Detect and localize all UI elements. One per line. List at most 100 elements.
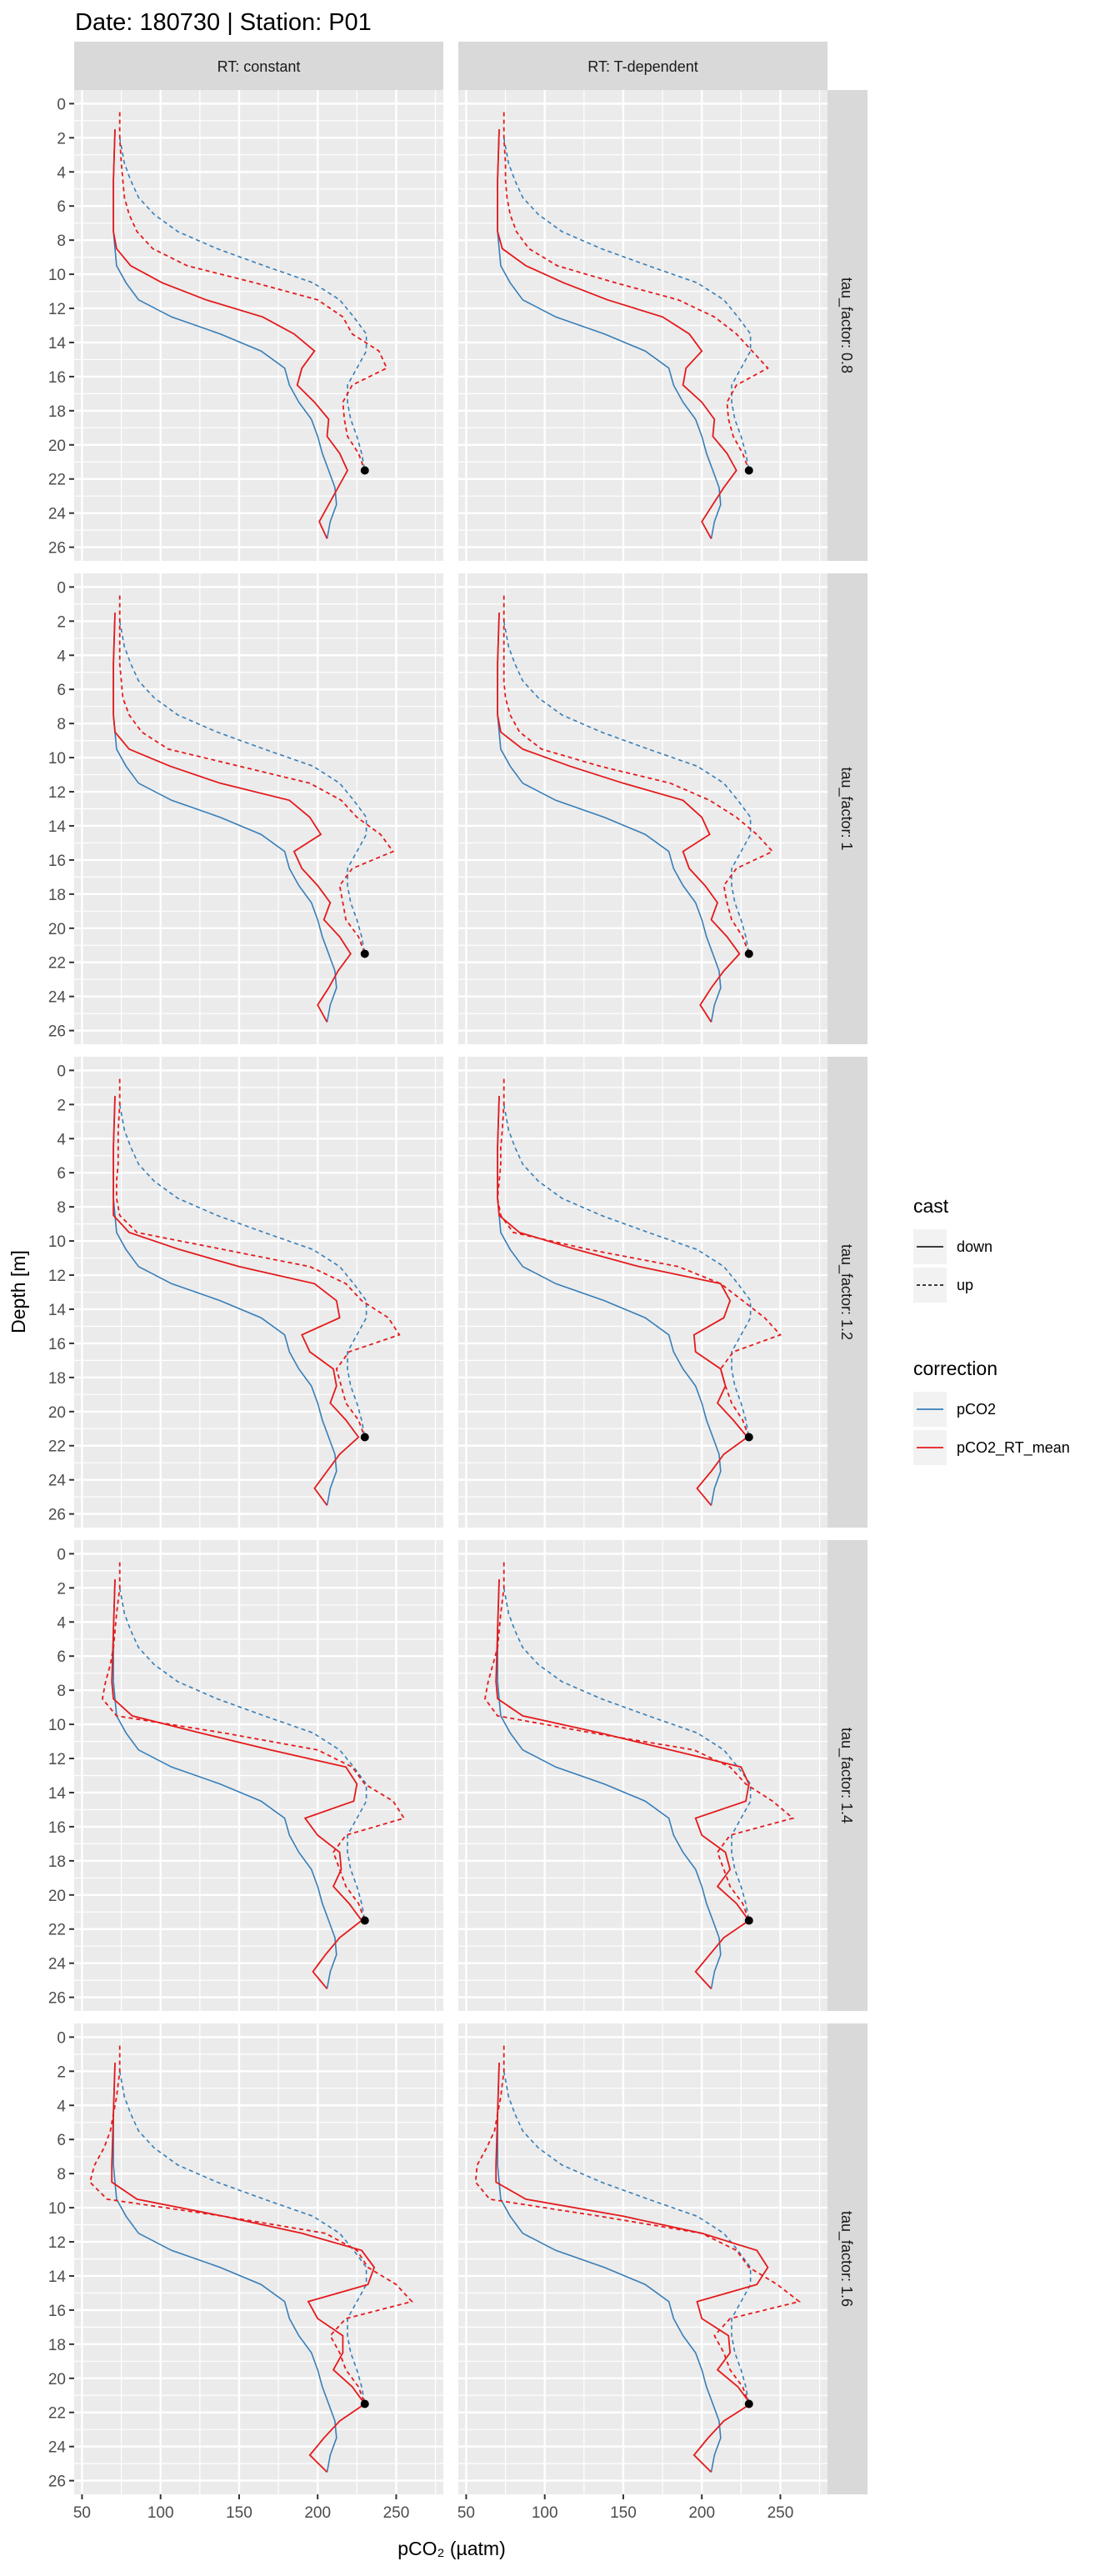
column-strip [74,42,443,90]
y-tick-label: 6 [57,682,66,699]
y-tick-label: 10 [48,750,66,768]
series-pco2-rt-mean-up [474,2045,802,2404]
row-strip-label: tau_factor: 1.6 [838,2211,855,2307]
legend-title-cast: cast [913,1195,949,1217]
y-tick-label: 2 [57,1097,66,1114]
legend-label: pCO2_RT_mean [957,1439,1070,1457]
series-pco2-rt-mean-down [112,613,352,1023]
legend-label: pCO2 [957,1401,996,1418]
series-pco2-down [112,1096,338,1506]
legend-label: down [957,1238,992,1255]
row-strip [828,2023,868,2494]
y-tick-label: 26 [48,2473,66,2491]
y-tick-label: 16 [48,2303,66,2320]
series-pco2-rt-mean-down [495,2063,769,2473]
facet-panel: tau_factor: 1.2 [458,1057,868,1528]
series-pco2-down [112,1579,338,1989]
x-tick-label: 50 [458,2504,475,2522]
row-strip-label: tau_factor: 1.2 [838,1244,855,1340]
y-tick-label: 12 [48,2234,66,2252]
y-tick-label: 24 [48,989,67,1007]
y-tick-label: 18 [48,887,66,904]
series-pco2-down [112,2063,338,2473]
y-tick-label: 6 [57,1648,66,1666]
y-tick-label: 2 [57,130,66,148]
legend-label: up [957,1277,973,1293]
x-tick-label: 50 [73,2504,91,2522]
y-tick-label: 26 [48,1507,66,1524]
y-tick-label: 18 [48,1370,66,1388]
y-tick-label: 22 [48,1438,66,1456]
y-tick-label: 24 [48,1956,67,1973]
end-point [744,1916,753,1925]
end-point [744,466,753,475]
chart-title: Date: 180730 | Station: P01 [75,9,372,36]
series-pco2-rt-mean-down [111,1579,363,1989]
series-pco2-up [118,1588,368,1921]
y-tick-label: 24 [48,2439,67,2457]
y-tick-label: 14 [48,2268,67,2286]
y-tick-label: 10 [48,2200,66,2218]
y-tick-label: 10 [48,267,66,284]
y-tick-label: 20 [48,1404,66,1422]
series-pco2-down [497,1579,722,1989]
y-tick-label: 6 [57,198,66,216]
x-tick-label: 150 [610,2504,637,2522]
y-tick-label: 0 [57,1063,66,1080]
y-tick-label: 8 [57,2166,66,2183]
x-tick-label: 150 [226,2504,252,2522]
y-tick-label: 22 [48,955,66,973]
series-pco2-rt-mean-up [88,2045,413,2404]
facet-panel: tau_factor: 1 [458,573,868,1044]
x-axis-title: pCO₂ (µatm) [398,2538,506,2559]
series-pco2-rt-mean-down [111,2063,376,2473]
end-point [744,2399,753,2408]
y-tick-label: 18 [48,403,66,421]
series-pco2-rt-mean-down [495,1579,750,1990]
series-pco2-rt-mean-up [497,1078,782,1438]
y-tick-label: 6 [57,1165,66,1183]
y-axis-title: Depth [m] [8,1250,29,1333]
facet-panels: RT: constant RT: T-dependent0246810121416… [48,42,868,2522]
column-strip-label: RT: T-dependent [588,58,698,75]
y-tick-label: 16 [48,1336,66,1353]
y-tick-label: 26 [48,1023,66,1041]
series-pco2-up [502,138,752,471]
y-tick-label: 16 [48,853,66,870]
end-point [360,466,369,475]
end-point [744,949,753,958]
end-point [744,1433,753,1442]
y-tick-label: 0 [57,579,66,597]
end-point [360,2399,369,2408]
y-tick-label: 18 [48,2337,66,2354]
x-tick-label: 200 [304,2504,331,2522]
y-tick-label: 8 [57,1199,66,1217]
y-tick-label: 26 [48,540,66,558]
y-tick-label: 4 [57,648,66,665]
x-tick-label: 100 [532,2504,558,2522]
series-pco2-rt-mean-down [497,129,738,539]
column-strip-label: RT: constant [218,58,301,75]
y-tick-label: 22 [48,2405,66,2423]
facet-panel: 50 100 150 200 250 tau_factor: 1.6 [458,2023,868,2522]
y-tick-label: 10 [48,1233,66,1251]
row-strip [828,1540,868,2011]
series-pco2-rt-mean-down [497,613,741,1023]
y-tick-label: 0 [57,96,66,113]
series-pco2-rt-mean-up [118,112,388,471]
legend-title-correction: correction [913,1358,998,1379]
y-tick-label: 12 [48,301,66,318]
y-tick-label: 24 [48,506,67,523]
series-pco2-up [118,1104,368,1438]
y-tick-label: 8 [57,233,66,250]
y-tick-label: 20 [48,438,66,455]
series-pco2-down [497,1096,722,1506]
y-tick-label: 2 [57,1580,66,1598]
series-pco2-rt-mean-up [502,112,769,471]
series-pco2-down [112,613,338,1023]
y-tick-label: 4 [57,1131,66,1148]
y-tick-label: 12 [48,784,66,802]
y-tick-label: 0 [57,1546,66,1563]
end-point [360,949,369,958]
